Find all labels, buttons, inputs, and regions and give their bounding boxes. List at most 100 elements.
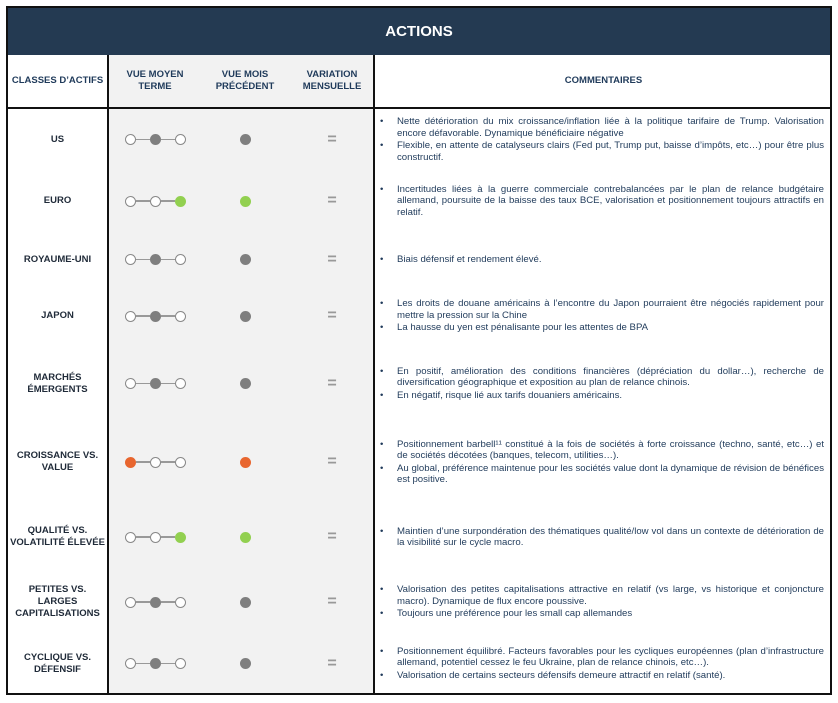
scale-line [160, 662, 175, 665]
scale-dot [124, 195, 136, 207]
monthly-variation: = [327, 250, 337, 268]
scale-line [160, 382, 175, 385]
scale-dot [174, 456, 186, 468]
scale-line [135, 200, 150, 202]
scale-line [160, 601, 175, 603]
medium-term-view-scale [124, 456, 186, 468]
table-row: MARCHÉS ÉMERGENTS = En positif, améliora… [8, 345, 830, 422]
comment-item: Valorisation de certains secteurs défens… [380, 670, 824, 682]
comment-item: Positionnement équilibré. Facteurs favor… [380, 646, 824, 669]
scale-dot [124, 658, 136, 669]
monthly-variation: = [327, 130, 337, 148]
actions-table: ACTIONS CLASSES D’ACTIFS VUE MOYEN TERME… [6, 6, 832, 695]
scale-dot [174, 254, 186, 265]
comment-item: En négatif, risque lié aux tarifs douani… [380, 390, 824, 402]
scale-line [160, 536, 175, 538]
scale-line [135, 138, 150, 141]
scale-dot [124, 134, 136, 145]
medium-term-view-scale [124, 310, 186, 322]
table-row: ROYAUME-UNI = Biais défensif et rendemen… [8, 232, 830, 287]
scale-line [135, 601, 150, 603]
medium-term-view-scale [124, 378, 186, 389]
asset-class: JAPON [41, 310, 74, 321]
scale-dot-selected [124, 456, 136, 468]
asset-class: US [50, 133, 65, 145]
table-row: US = Nette détérioration du mix croissan… [8, 109, 830, 170]
scale-line [160, 461, 175, 463]
asset-class: ROYAUME-UNI [23, 253, 92, 265]
comment-item: Les droits de douane américains à l’enco… [380, 298, 824, 321]
scale-dot [124, 531, 136, 543]
comment-item: Biais défensif et rendement élevé. [380, 254, 824, 266]
header-commentaires: COMMENTAIRES [564, 75, 643, 86]
scale-dot [149, 195, 161, 207]
previous-month-dot [239, 254, 251, 265]
scale-dot-selected [149, 254, 161, 265]
comment-item: La hausse du yen est pénalisante pour le… [380, 322, 824, 334]
scale-dot-selected [174, 531, 186, 543]
comment-item: Positionnement barbell¹¹ constitué à la … [380, 439, 824, 462]
comments-list: Maintien d’une surpondération des thémat… [380, 525, 824, 550]
scale-dot [149, 456, 161, 468]
scale-line [135, 258, 150, 261]
comment-item: Incertitudes liées à la guerre commercia… [380, 184, 824, 219]
comment-item: Maintien d’une surpondération des thémat… [380, 526, 824, 549]
asset-class: MARCHÉS ÉMERGENTS [27, 371, 88, 395]
medium-term-view-scale [124, 195, 186, 207]
monthly-variation: = [327, 307, 337, 324]
scale-line [135, 662, 150, 665]
monthly-variation: = [327, 192, 337, 209]
monthly-variation: = [327, 374, 337, 392]
scale-dot [149, 531, 161, 543]
comment-item: Toujours une préférence pour les small c… [380, 608, 824, 620]
comments-list: Positionnement barbell¹¹ constitué à la … [380, 438, 824, 487]
medium-term-view-scale [124, 596, 186, 608]
table-title: ACTIONS [8, 8, 830, 55]
scale-line [135, 536, 150, 538]
header-variation: VARIATION MENSUELLE [302, 69, 362, 92]
scale-dot-selected [149, 596, 161, 608]
table-row: QUALITÉ VS. VOLATILITÉ ÉLEVÉE = Maintien… [8, 502, 830, 572]
scale-dot [174, 310, 186, 322]
previous-month-dot [239, 531, 251, 543]
previous-month-dot [239, 134, 251, 145]
comments-list: Incertitudes liées à la guerre commercia… [380, 183, 824, 220]
monthly-variation: = [327, 654, 337, 672]
previous-month-dot [239, 310, 251, 322]
medium-term-view-scale [124, 254, 186, 265]
medium-term-view-scale [124, 531, 186, 543]
monthly-variation: = [327, 593, 337, 610]
monthly-variation: = [327, 453, 337, 470]
scale-line [160, 138, 175, 141]
header-classes: CLASSES D’ACTIFS [11, 75, 104, 86]
scale-dot [174, 658, 186, 669]
previous-month-dot [239, 195, 251, 207]
comments-list: Valorisation des petites capitalisations… [380, 583, 824, 621]
scale-dot [124, 310, 136, 322]
comments-list: Biais défensif et rendement élevé. [380, 253, 824, 267]
asset-class: EURO [43, 195, 72, 206]
scale-line [135, 315, 150, 317]
header-mois: VUE MOIS PRÉCÉDENT [215, 69, 275, 92]
comments-list: En positif, amélioration des conditions … [380, 365, 824, 403]
table-row: CROISSANCE VS. VALUE = Positionnement ba… [8, 422, 830, 502]
table-row: CYCLIQUE VS. DÉFENSIF = Positionnement é… [8, 632, 830, 695]
scale-line [160, 315, 175, 317]
medium-term-view-scale [124, 134, 186, 145]
comments-list: Nette détérioration du mix croissance/in… [380, 115, 824, 164]
scale-dot-selected [149, 310, 161, 322]
scale-dot [124, 254, 136, 265]
scale-dot [174, 378, 186, 389]
scale-dot [124, 596, 136, 608]
scale-line [160, 200, 175, 202]
table-row: PETITES VS. LARGES CAPITALISATIONS = Val… [8, 572, 830, 632]
comments-list: Positionnement équilibré. Facteurs favor… [380, 645, 824, 683]
previous-month-dot [239, 378, 251, 389]
comment-item: En positif, amélioration des conditions … [380, 366, 824, 389]
comments-list: Les droits de douane américains à l’enco… [380, 297, 824, 335]
comment-item: Flexible, en attente de catalyseurs clai… [380, 140, 824, 163]
asset-class: QUALITÉ VS. VOLATILITÉ ÉLEVÉE [10, 525, 105, 548]
scale-dot [174, 596, 186, 608]
comment-item: Nette détérioration du mix croissance/in… [380, 116, 824, 139]
scale-dot-selected [174, 195, 186, 207]
